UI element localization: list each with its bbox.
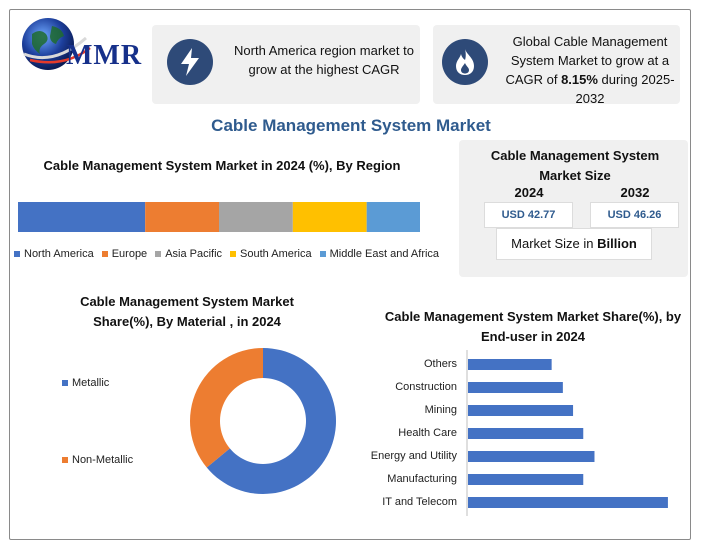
region-legend-swatch [101,251,108,257]
region-legend-swatch [14,251,20,257]
value-2024-box: USD 42.77 [484,202,573,228]
region-legend-label: North America [24,248,94,260]
unit-bold: Billion [597,236,637,251]
region-legend-swatch [319,251,326,257]
region-legend-label: Asia Pacific [165,248,223,260]
market-size-card: Cable Management System Market Size 2024… [459,140,688,277]
enduser-bar-health-care [468,428,584,439]
enduser-category-label: Construction [395,381,457,393]
lightning-bolt-icon [167,39,213,85]
highlight-card-cagr: Global Cable Management System Market to… [433,25,680,106]
enduser-category-label: Energy and Utility [370,450,457,462]
year-2024-label: 2024 [514,185,544,200]
region-legend-item: South America [230,247,312,261]
market-size-unit-box: Market Size in Billion [496,228,652,260]
legend-swatch-non-metallic [62,457,68,463]
enduser-category-label: Manufacturing [387,473,457,485]
region-legend-item: Europe [101,247,148,261]
globe-icon [22,18,91,70]
cagr-highlight-text: Global Cable Management System Market to… [504,32,676,108]
flame-icon [442,39,488,85]
region-chart-title: Cable Management System Market in 2024 (… [43,158,401,173]
enduser-category-label: Health Care [398,427,457,439]
page-title: Cable Management System Market [211,116,491,135]
enduser-bar-construction [468,382,563,393]
value-2032-box: USD 46.26 [590,202,679,228]
enduser-bar-others [468,359,552,370]
legend-item-non-metallic: Non-Metallic [62,454,133,466]
unit-prefix: Market Size in [511,236,598,251]
legend-label-non-metallic: Non-Metallic [72,454,134,466]
infographic-frame [9,9,691,540]
material-chart-title: Cable Management System Market Share(%),… [80,294,294,329]
region-bar-segment-north-america [18,202,146,232]
region-legend-item: Asia Pacific [155,247,222,261]
cagr-value: 8.15% [561,72,598,87]
logo-text: MMR [66,40,143,71]
donut-slice-metallic [206,348,336,494]
enduser-chart-title: Cable Management System Market Share(%),… [384,309,682,344]
enduser-bar-energy-and-utility [468,451,595,462]
mmr-logo: MMR [18,14,146,76]
region-legend-item: Middle East and Africa [319,247,440,261]
cagr-text-part2: during 2025-2032 [575,72,675,106]
enduser-category-label: IT and Telecom [382,496,457,508]
region-legend-item: North America [14,247,94,261]
year-2032-label: 2032 [620,185,650,200]
enduser-bar-manufacturing [468,474,584,485]
region-bar-segment-south-america [292,202,367,232]
region-bar-segment-asia-pacific [219,202,293,232]
cagr-text-part1: Global Cable Management System Market to… [505,34,670,87]
enduser-bar-chart [466,350,668,516]
legend-swatch-metallic [62,380,68,386]
legend-label-metallic: Metallic [72,377,110,389]
region-stacked-bar-chart [18,202,420,232]
region-bar-segment-europe [145,202,219,232]
donut-slice-non-metallic [190,348,263,468]
enduser-bar-it-and-telecom [468,497,668,508]
region-bar-segment-middle-east-and-africa [366,202,420,232]
region-legend-swatch [155,251,162,257]
region-legend-label: Middle East and Africa [329,248,440,260]
enduser-category-label: Others [423,358,457,370]
enduser-bar-mining [468,405,574,416]
highlight-card-region: North America region market to grow at t… [152,25,420,104]
material-donut-chart [190,348,336,494]
legend-item-metallic: Metallic [62,377,109,389]
enduser-category-label: Mining [424,404,457,416]
region-highlight-text: North America region market to grow at t… [234,43,414,77]
region-legend-label: South America [240,248,312,260]
market-size-title: Cable Management System Market Size [490,148,660,183]
region-legend-label: Europe [111,248,148,260]
region-legend-swatch [230,251,237,257]
region-legend: North America Europe Asia Pacific South Ame… [14,247,439,261]
